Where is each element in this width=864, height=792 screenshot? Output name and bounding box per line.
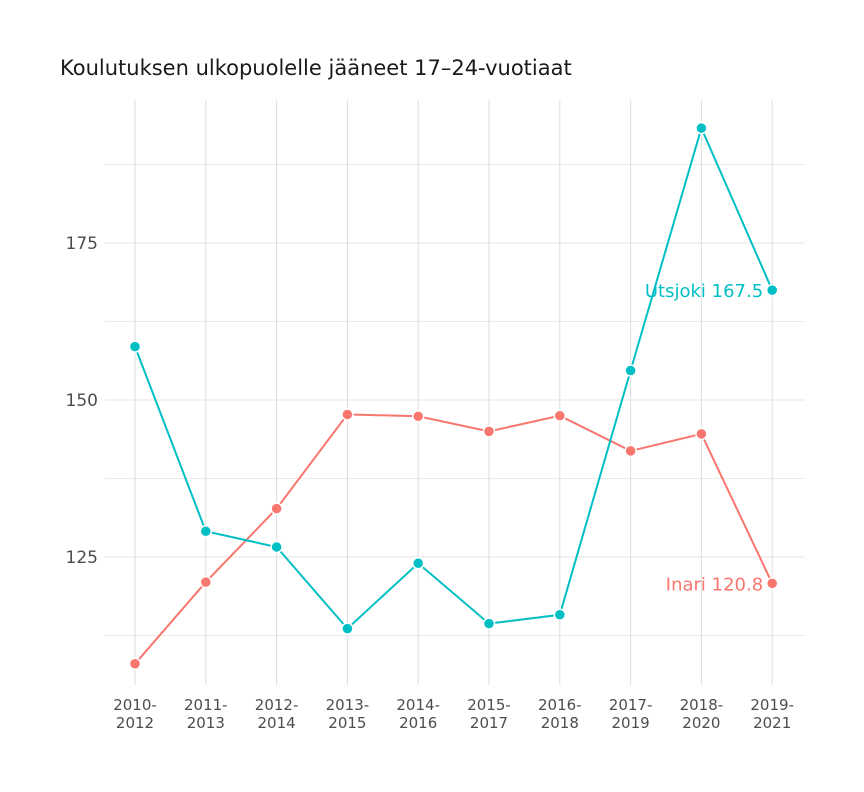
x-tick-label-line: 2018- [680, 696, 724, 714]
x-tick-label: 2019-2021 [750, 696, 794, 732]
x-tick-label-line: 2013- [326, 696, 370, 714]
x-tick-label: 2010-2012 [113, 696, 157, 732]
x-tick-label-line: 2020 [682, 714, 720, 732]
series-line-utsjoki [134, 125, 774, 631]
data-point-utsjoki [411, 557, 425, 570]
data-point-inari [482, 425, 496, 438]
y-tick-label: 175 [66, 234, 98, 254]
data-point-inari [695, 427, 708, 441]
data-point-utsjoki [199, 525, 213, 538]
x-tick-label-line: 2013 [187, 714, 225, 732]
y-tick-label: 125 [66, 548, 98, 568]
data-point-inari [199, 575, 213, 589]
y-tick-label: 150 [66, 391, 98, 411]
data-point-utsjoki [695, 121, 708, 135]
x-tick-label-line: 2015- [467, 696, 511, 714]
x-tick-label-line: 2019- [750, 696, 794, 714]
x-tick-label-line: 2019 [612, 714, 650, 732]
x-tick-label-line: 2017 [470, 714, 508, 732]
data-point-inari [765, 577, 779, 590]
data-point-utsjoki [270, 540, 283, 554]
x-tick-label: 2013-2015 [326, 696, 370, 732]
data-point-inari [553, 409, 567, 422]
x-tick-label: 2015-2017 [467, 696, 511, 732]
x-tick-label: 2018-2020 [680, 696, 724, 732]
x-tick-label: 2016-2018 [538, 696, 582, 732]
data-point-inari [624, 444, 637, 458]
x-tick-label-line: 2016 [399, 714, 437, 732]
x-tick-label-line: 2010- [113, 696, 157, 714]
x-tick-label-line: 2014- [396, 696, 440, 714]
data-point-inari [411, 410, 425, 423]
data-point-utsjoki [128, 340, 142, 353]
x-tick-label-line: 2012 [116, 714, 154, 732]
x-tick-label-line: 2017- [609, 696, 653, 714]
data-point-inari [270, 502, 283, 515]
end-label-inari: Inari 120.8 [666, 574, 763, 595]
x-tick-label-line: 2014 [258, 714, 296, 732]
chart-title: Koulutuksen ulkopuolelle jääneet 17–24-v… [60, 56, 572, 80]
x-tick-label: 2012-2014 [255, 696, 299, 732]
data-point-utsjoki [765, 283, 779, 297]
data-point-utsjoki [341, 622, 354, 635]
x-tick-label-line: 2012- [255, 696, 299, 714]
x-tick-label-line: 2015 [328, 714, 366, 732]
data-point-inari [128, 657, 142, 671]
x-tick-label-line: 2016- [538, 696, 582, 714]
x-tick-label-line: 2021 [753, 714, 791, 732]
x-tick-label-line: 2011- [184, 696, 228, 714]
data-point-utsjoki [482, 617, 496, 630]
data-point-utsjoki [624, 364, 637, 377]
end-label-utsjoki: Utsjoki 167.5 [645, 281, 763, 302]
x-tick-label-line: 2018 [541, 714, 579, 732]
data-point-inari [341, 408, 354, 421]
x-tick-label: 2014-2016 [396, 696, 440, 732]
series-line-inari [134, 413, 774, 665]
data-point-utsjoki [553, 608, 567, 622]
x-tick-label: 2011-2013 [184, 696, 228, 732]
x-tick-label: 2017-2019 [609, 696, 653, 732]
